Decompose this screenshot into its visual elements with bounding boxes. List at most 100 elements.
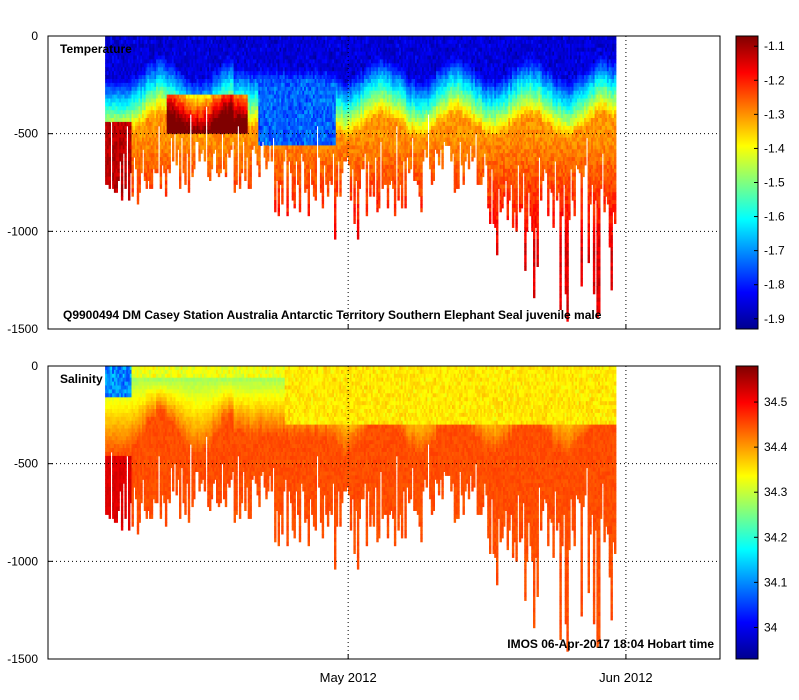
heatmap-cell — [179, 157, 181, 161]
heatmap-cell — [184, 165, 186, 169]
heatmap-cell — [169, 161, 171, 165]
heatmap-cell — [124, 157, 126, 161]
heatmap-cell — [160, 173, 162, 177]
heatmap-cell — [139, 177, 141, 181]
heatmap-cell — [156, 134, 158, 138]
heatmap-cell — [140, 153, 142, 157]
heatmap-cell — [151, 177, 153, 181]
heatmap-cell — [156, 149, 158, 153]
heatmap-cell — [188, 122, 190, 126]
heatmap-cell — [128, 196, 130, 200]
heatmap-cell — [176, 149, 178, 153]
heatmap-cell — [188, 138, 190, 142]
heatmap-cell — [139, 173, 141, 177]
heatmap-cell — [188, 161, 190, 165]
heatmap-cell — [117, 177, 119, 181]
heatmap-cell — [179, 173, 181, 177]
heatmap-cell — [169, 145, 171, 149]
heatmap-cell — [156, 138, 158, 142]
heatmap-cell — [132, 188, 134, 192]
heatmap-cell — [193, 161, 195, 165]
heatmap-cell — [179, 142, 181, 146]
heatmap-cell — [184, 153, 186, 157]
heatmap-cell — [140, 165, 142, 169]
heatmap-cell — [109, 149, 111, 153]
heatmap-cell — [124, 138, 126, 142]
heatmap-cell — [188, 188, 190, 192]
heatmap-cell — [140, 169, 142, 173]
heatmap-cell — [124, 161, 126, 165]
heatmap-cell — [124, 142, 126, 146]
heatmap-cell — [179, 169, 181, 173]
heatmap-cell — [188, 153, 190, 157]
heatmap-cell — [151, 185, 153, 189]
heatmap-cell — [116, 188, 118, 192]
heatmap-cell — [121, 188, 123, 192]
heatmap-cell — [156, 165, 158, 169]
heatmap-cell — [172, 142, 174, 146]
heatmap-cell — [156, 145, 158, 149]
heatmap-cell — [121, 185, 123, 189]
heatmap-cell — [109, 145, 111, 149]
heatmap-cell — [184, 181, 186, 185]
heatmap-cell — [169, 142, 171, 146]
heatmap-cell — [137, 192, 139, 196]
heatmap-cell — [124, 126, 126, 130]
heatmap-cell — [193, 153, 195, 157]
heatmap-cell — [124, 169, 126, 173]
heatmap-cell — [121, 196, 123, 200]
heatmap-cell — [179, 181, 181, 185]
heatmap-cell — [121, 177, 123, 181]
heatmap-cell — [156, 126, 158, 130]
heatmap-cell — [176, 157, 178, 161]
heatmap-cell — [151, 173, 153, 177]
heatmap-cell — [109, 173, 111, 177]
heatmap-cell — [169, 138, 171, 142]
heatmap-cell — [188, 177, 190, 181]
heatmap-cell — [140, 149, 142, 153]
heatmap-cell — [121, 161, 123, 165]
heatmap-cell — [165, 177, 167, 181]
heatmap-cell — [132, 157, 134, 161]
heatmap-cell — [151, 181, 153, 185]
heatmap-cell — [128, 188, 130, 192]
heatmap-cell — [109, 185, 111, 189]
heatmap-cell — [117, 161, 119, 165]
heatmap-cell — [132, 161, 134, 165]
heatmap-cell — [179, 145, 181, 149]
heatmap-cell — [188, 173, 190, 177]
heatmap-cell — [132, 192, 134, 196]
heatmap-cell — [124, 145, 126, 149]
heatmap-cell — [172, 134, 174, 138]
heatmap-cell — [117, 169, 119, 173]
heatmap-cell — [109, 138, 111, 142]
heatmap-cell — [188, 181, 190, 185]
heatmap-cell — [176, 161, 178, 165]
heatmap-cell — [156, 169, 158, 173]
heatmap-cell — [109, 181, 111, 185]
heatmap-cell — [146, 181, 148, 185]
heatmap-cell — [109, 169, 111, 173]
heatmap-cell — [165, 185, 167, 189]
heatmap-cell — [109, 126, 111, 130]
heatmap-cell — [137, 200, 139, 204]
heatmap-cell — [109, 122, 111, 126]
heatmap-cell — [139, 181, 141, 185]
heatmap-cell — [169, 165, 171, 169]
heatmap-cell — [188, 149, 190, 153]
heatmap-cell — [188, 126, 190, 130]
heatmap-cell — [109, 177, 111, 181]
heatmap-cell — [116, 181, 118, 185]
heatmap-cell — [165, 192, 167, 196]
figure: 0-500-1000-1500 Temperature Q9900494 DM … — [0, 0, 799, 700]
heatmap-cell — [151, 169, 153, 173]
heatmap-cell — [124, 134, 126, 138]
heatmap-cell — [179, 161, 181, 165]
heatmap-cell — [121, 181, 123, 185]
heatmap-cell — [132, 181, 134, 185]
heatmap-cell — [165, 173, 167, 177]
heatmap-cell — [109, 161, 111, 165]
heatmap-cell — [188, 118, 190, 122]
heatmap-cell — [179, 185, 181, 189]
heatmap-cell — [132, 165, 134, 169]
